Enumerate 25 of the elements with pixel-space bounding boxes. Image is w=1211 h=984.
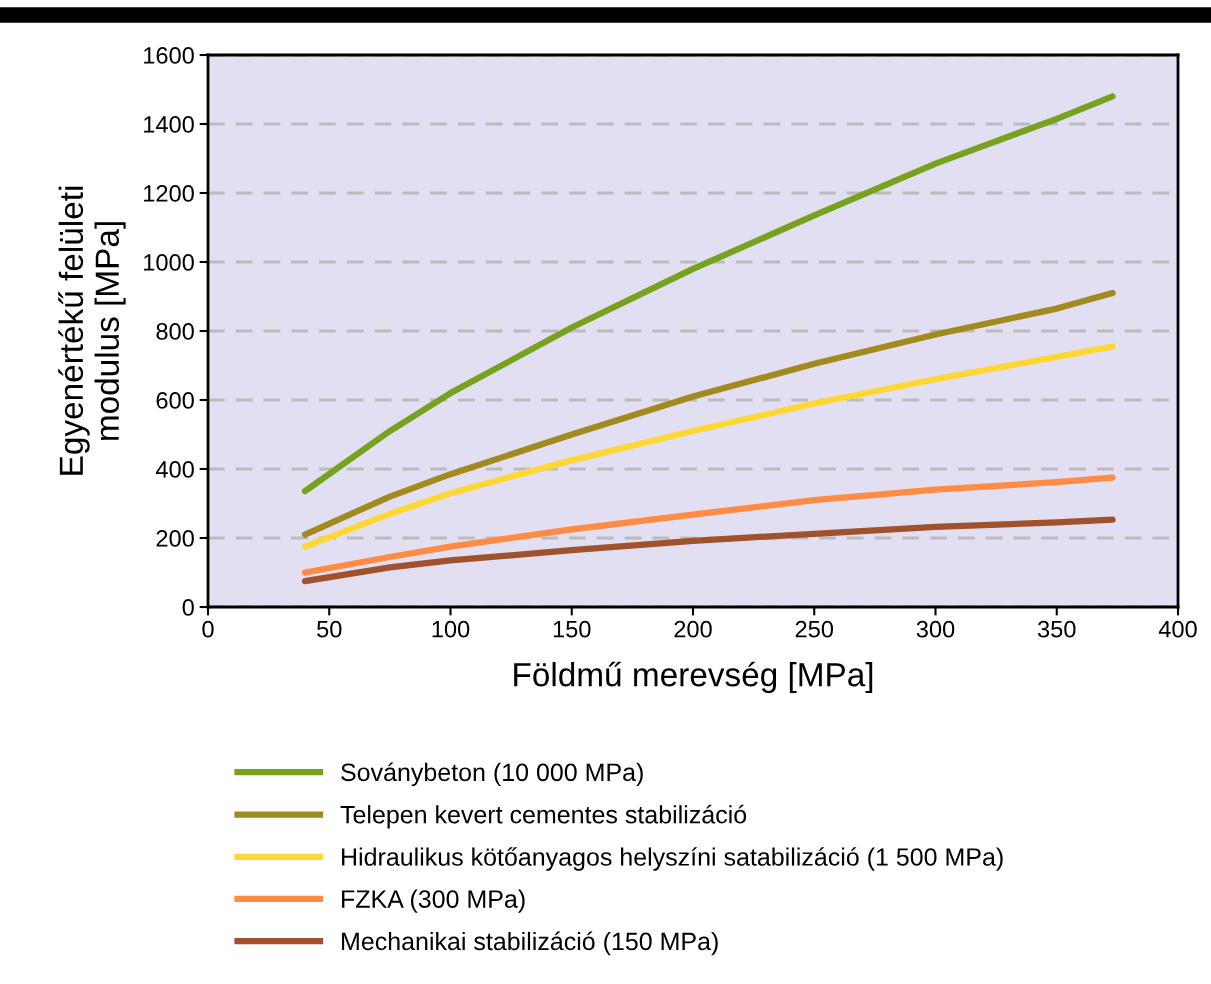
legend-label: Hidraulikus kötőanyagos helyszíni satabilizáció (1 500 MPa) [342, 847, 1003, 871]
x-tick-label: 250 [795, 620, 834, 638]
legend-label: Telepen kevert cementes stabilizáció [340, 804, 747, 829]
y-tick-label: 600 [156, 392, 194, 409]
y-axis-title: Egyenértékű felületi modulus [MPa] [58, 186, 126, 475]
legend-label: Mechanikai stabilizáció (150 MPa) [342, 931, 718, 956]
y-tick-label: 1400 [144, 116, 194, 133]
x-tick-label: 350 [1037, 620, 1076, 638]
legend-label: Soványbeton (10 000 MPa) [341, 762, 643, 787]
legend-label: FZKA (300 MPa) [342, 889, 525, 913]
x-tick-label: 0 [202, 620, 214, 638]
y-tick-label: 800 [156, 323, 194, 340]
x-axis-title: Földmű merevség [MPa] [514, 661, 873, 694]
y-tick-label: 1000 [144, 254, 194, 271]
y-tick-label: 0 [182, 599, 194, 616]
y-tick-label: 1600 [144, 47, 194, 64]
x-tick-label: 400 [1158, 620, 1197, 638]
y-tick-label: 200 [156, 530, 194, 547]
x-tick-label: 200 [674, 620, 712, 638]
x-tick-label: 150 [553, 620, 591, 638]
y-tick-label: 1200 [144, 185, 194, 202]
x-tick-label: 100 [432, 620, 470, 638]
y-tick-label: 400 [155, 461, 194, 478]
x-tick-label: 300 [916, 620, 955, 638]
x-tick-label: 50 [317, 620, 342, 638]
